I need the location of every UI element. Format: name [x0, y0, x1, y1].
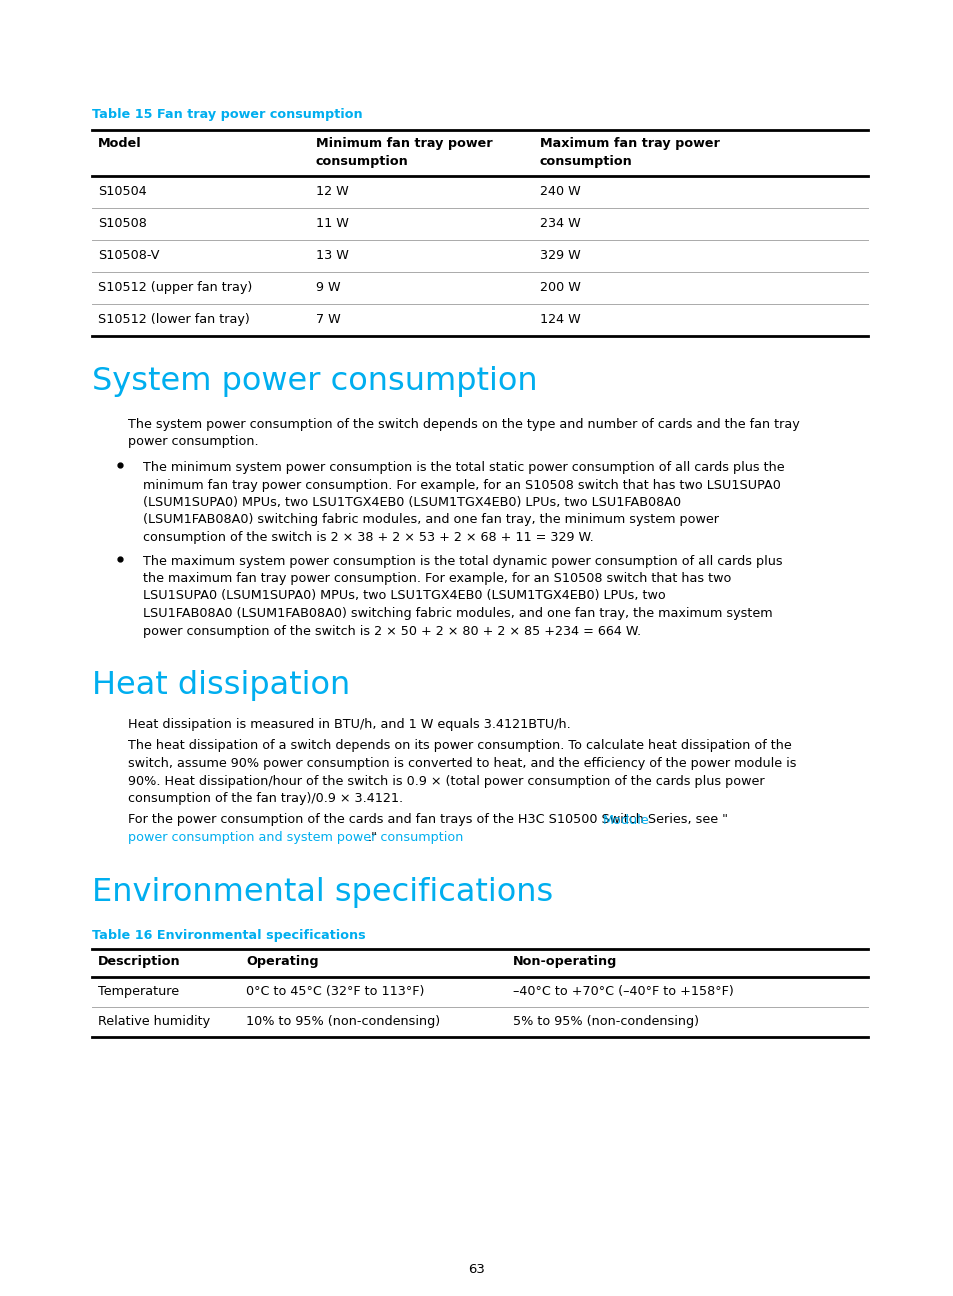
- Text: Environmental specifications: Environmental specifications: [91, 876, 553, 907]
- Text: System power consumption: System power consumption: [91, 365, 537, 397]
- Text: 13 W: 13 W: [315, 249, 349, 262]
- Text: S10504: S10504: [98, 185, 147, 198]
- Text: 329 W: 329 W: [539, 249, 580, 262]
- Text: 240 W: 240 W: [539, 185, 580, 198]
- Text: 10% to 95% (non-condensing): 10% to 95% (non-condensing): [246, 1015, 439, 1028]
- Text: Heat dissipation: Heat dissipation: [91, 670, 350, 701]
- Text: 9 W: 9 W: [315, 281, 340, 294]
- Text: (LSUM1SUPA0) MPUs, two LSU1TGX4EB0 (LSUM1TGX4EB0) LPUs, two LSU1FAB08A0: (LSUM1SUPA0) MPUs, two LSU1TGX4EB0 (LSUM…: [143, 496, 680, 509]
- Text: 90%. Heat dissipation/hour of the switch is 0.9 × (total power consumption of th: 90%. Heat dissipation/hour of the switch…: [128, 775, 763, 788]
- Text: 124 W: 124 W: [539, 314, 580, 327]
- Text: S10512 (upper fan tray): S10512 (upper fan tray): [98, 281, 252, 294]
- Text: Model: Model: [98, 137, 142, 150]
- Text: 200 W: 200 W: [539, 281, 580, 294]
- Text: Table 16 Environmental specifications: Table 16 Environmental specifications: [91, 928, 365, 941]
- Text: Temperature: Temperature: [98, 985, 179, 998]
- Text: consumption of the switch is 2 × 38 + 2 × 53 + 2 × 68 + 11 = 329 W.: consumption of the switch is 2 × 38 + 2 …: [143, 531, 593, 544]
- Text: 0°C to 45°C (32°F to 113°F): 0°C to 45°C (32°F to 113°F): [246, 985, 424, 998]
- Text: Maximum fan tray power: Maximum fan tray power: [539, 137, 720, 150]
- Text: The minimum system power consumption is the total static power consumption of al: The minimum system power consumption is …: [143, 461, 783, 474]
- Text: minimum fan tray power consumption. For example, for an S10508 switch that has t: minimum fan tray power consumption. For …: [143, 478, 781, 491]
- Text: S10508: S10508: [98, 216, 147, 229]
- Text: power consumption.: power consumption.: [128, 435, 258, 448]
- Text: S10512 (lower fan tray): S10512 (lower fan tray): [98, 314, 250, 327]
- Text: Description: Description: [98, 954, 180, 968]
- Text: 63: 63: [468, 1264, 485, 1277]
- Text: Minimum fan tray power: Minimum fan tray power: [315, 137, 492, 150]
- Text: consumption: consumption: [539, 154, 632, 167]
- Text: The system power consumption of the switch depends on the type and number of car: The system power consumption of the swit…: [128, 419, 799, 432]
- Text: power consumption and system power consumption: power consumption and system power consu…: [128, 831, 463, 844]
- Text: the maximum fan tray power consumption. For example, for an S10508 switch that h: the maximum fan tray power consumption. …: [143, 572, 731, 584]
- Text: Table 15 Fan tray power consumption: Table 15 Fan tray power consumption: [91, 108, 362, 121]
- Text: Operating: Operating: [246, 954, 318, 968]
- Text: Module: Module: [602, 814, 649, 827]
- Text: –40°C to +70°C (–40°F to +158°F): –40°C to +70°C (–40°F to +158°F): [513, 985, 733, 998]
- Text: For the power consumption of the cards and fan trays of the H3C S10500 Switch Se: For the power consumption of the cards a…: [128, 814, 727, 827]
- Text: consumption: consumption: [315, 154, 408, 167]
- Text: switch, assume 90% power consumption is converted to heat, and the efficiency of: switch, assume 90% power consumption is …: [128, 757, 796, 770]
- Text: 234 W: 234 W: [539, 216, 580, 229]
- Text: 5% to 95% (non-condensing): 5% to 95% (non-condensing): [513, 1015, 699, 1028]
- Text: consumption of the fan tray)/0.9 × 3.4121.: consumption of the fan tray)/0.9 × 3.412…: [128, 792, 403, 805]
- Text: 7 W: 7 W: [315, 314, 340, 327]
- Text: Relative humidity: Relative humidity: [98, 1015, 210, 1028]
- Text: 11 W: 11 W: [315, 216, 349, 229]
- Text: .": .": [368, 831, 377, 844]
- Text: The heat dissipation of a switch depends on its power consumption. To calculate : The heat dissipation of a switch depends…: [128, 740, 791, 753]
- Text: S10508-V: S10508-V: [98, 249, 159, 262]
- Text: Non-operating: Non-operating: [513, 954, 617, 968]
- Text: 12 W: 12 W: [315, 185, 349, 198]
- Text: power consumption of the switch is 2 × 50 + 2 × 80 + 2 × 85 +234 = 664 W.: power consumption of the switch is 2 × 5…: [143, 625, 640, 638]
- Text: LSU1FAB08A0 (LSUM1FAB08A0) switching fabric modules, and one fan tray, the maxim: LSU1FAB08A0 (LSUM1FAB08A0) switching fab…: [143, 607, 772, 619]
- Text: LSU1SUPA0 (LSUM1SUPA0) MPUs, two LSU1TGX4EB0 (LSUM1TGX4EB0) LPUs, two: LSU1SUPA0 (LSUM1SUPA0) MPUs, two LSU1TGX…: [143, 590, 665, 603]
- Text: (LSUM1FAB08A0) switching fabric modules, and one fan tray, the minimum system po: (LSUM1FAB08A0) switching fabric modules,…: [143, 513, 719, 526]
- Text: Heat dissipation is measured in BTU/h, and 1 W equals 3.4121BTU/h.: Heat dissipation is measured in BTU/h, a…: [128, 718, 570, 731]
- Text: The maximum system power consumption is the total dynamic power consumption of a: The maximum system power consumption is …: [143, 555, 781, 568]
